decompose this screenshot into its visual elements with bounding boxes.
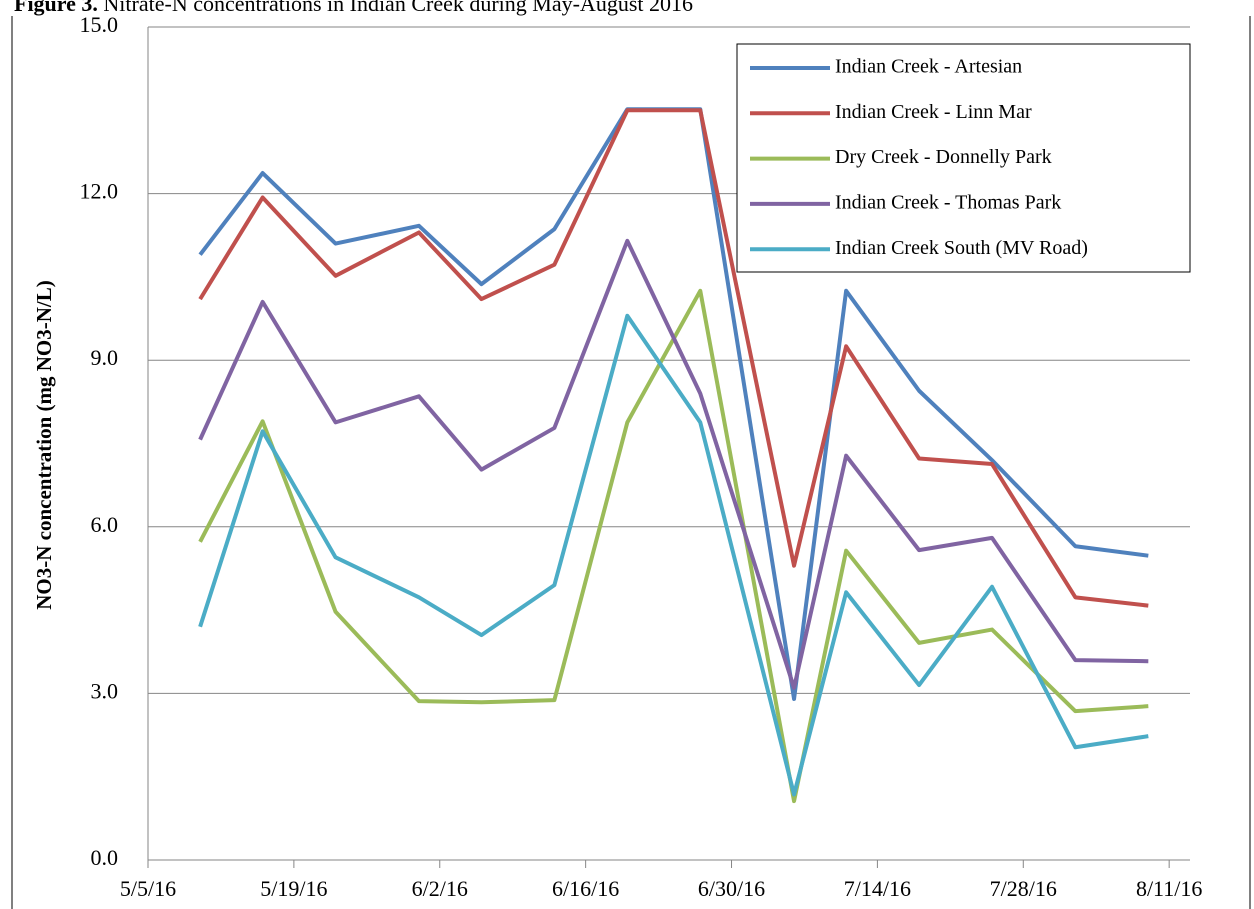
series-line: [198, 313, 1149, 797]
x-tick-label: 6/16/16: [552, 876, 619, 901]
y-tick-label: 6.0: [91, 512, 119, 537]
x-tick-label: 5/19/16: [260, 876, 327, 901]
legend-label: Indian Creek - Linn Mar: [835, 101, 1032, 123]
series-line: [198, 288, 1149, 804]
y-tick-label: 9.0: [91, 345, 119, 370]
y-axis-label: NO3-N concentration (mg NO3-N/L): [32, 280, 56, 610]
x-tick-label: 7/14/16: [844, 876, 911, 901]
y-tick-label: 3.0: [91, 678, 119, 703]
y-tick-label: 12.0: [80, 179, 119, 204]
chart-title: Figure 3. Nitrate-N concentrations in In…: [14, 0, 693, 16]
legend-label: Dry Creek - Donnelly Park: [835, 146, 1052, 168]
x-tick-label: 8/11/16: [1136, 876, 1202, 901]
x-tick-label: 5/5/16: [120, 876, 176, 901]
x-tick-label: 7/28/16: [990, 876, 1057, 901]
x-tick-label: 6/2/16: [412, 876, 468, 901]
y-tick-label: 0.0: [91, 845, 119, 870]
series-line: [198, 108, 1149, 608]
legend-label: Indian Creek South (MV Road): [835, 237, 1088, 259]
y-tick-label: 15.0: [80, 12, 119, 37]
legend-label: Indian Creek - Thomas Park: [835, 191, 1061, 213]
title-background: [0, 0, 1254, 16]
legend-label: Indian Creek - Artesian: [835, 56, 1022, 78]
x-tick-label: 6/30/16: [698, 876, 765, 901]
series-line: [198, 238, 1149, 690]
